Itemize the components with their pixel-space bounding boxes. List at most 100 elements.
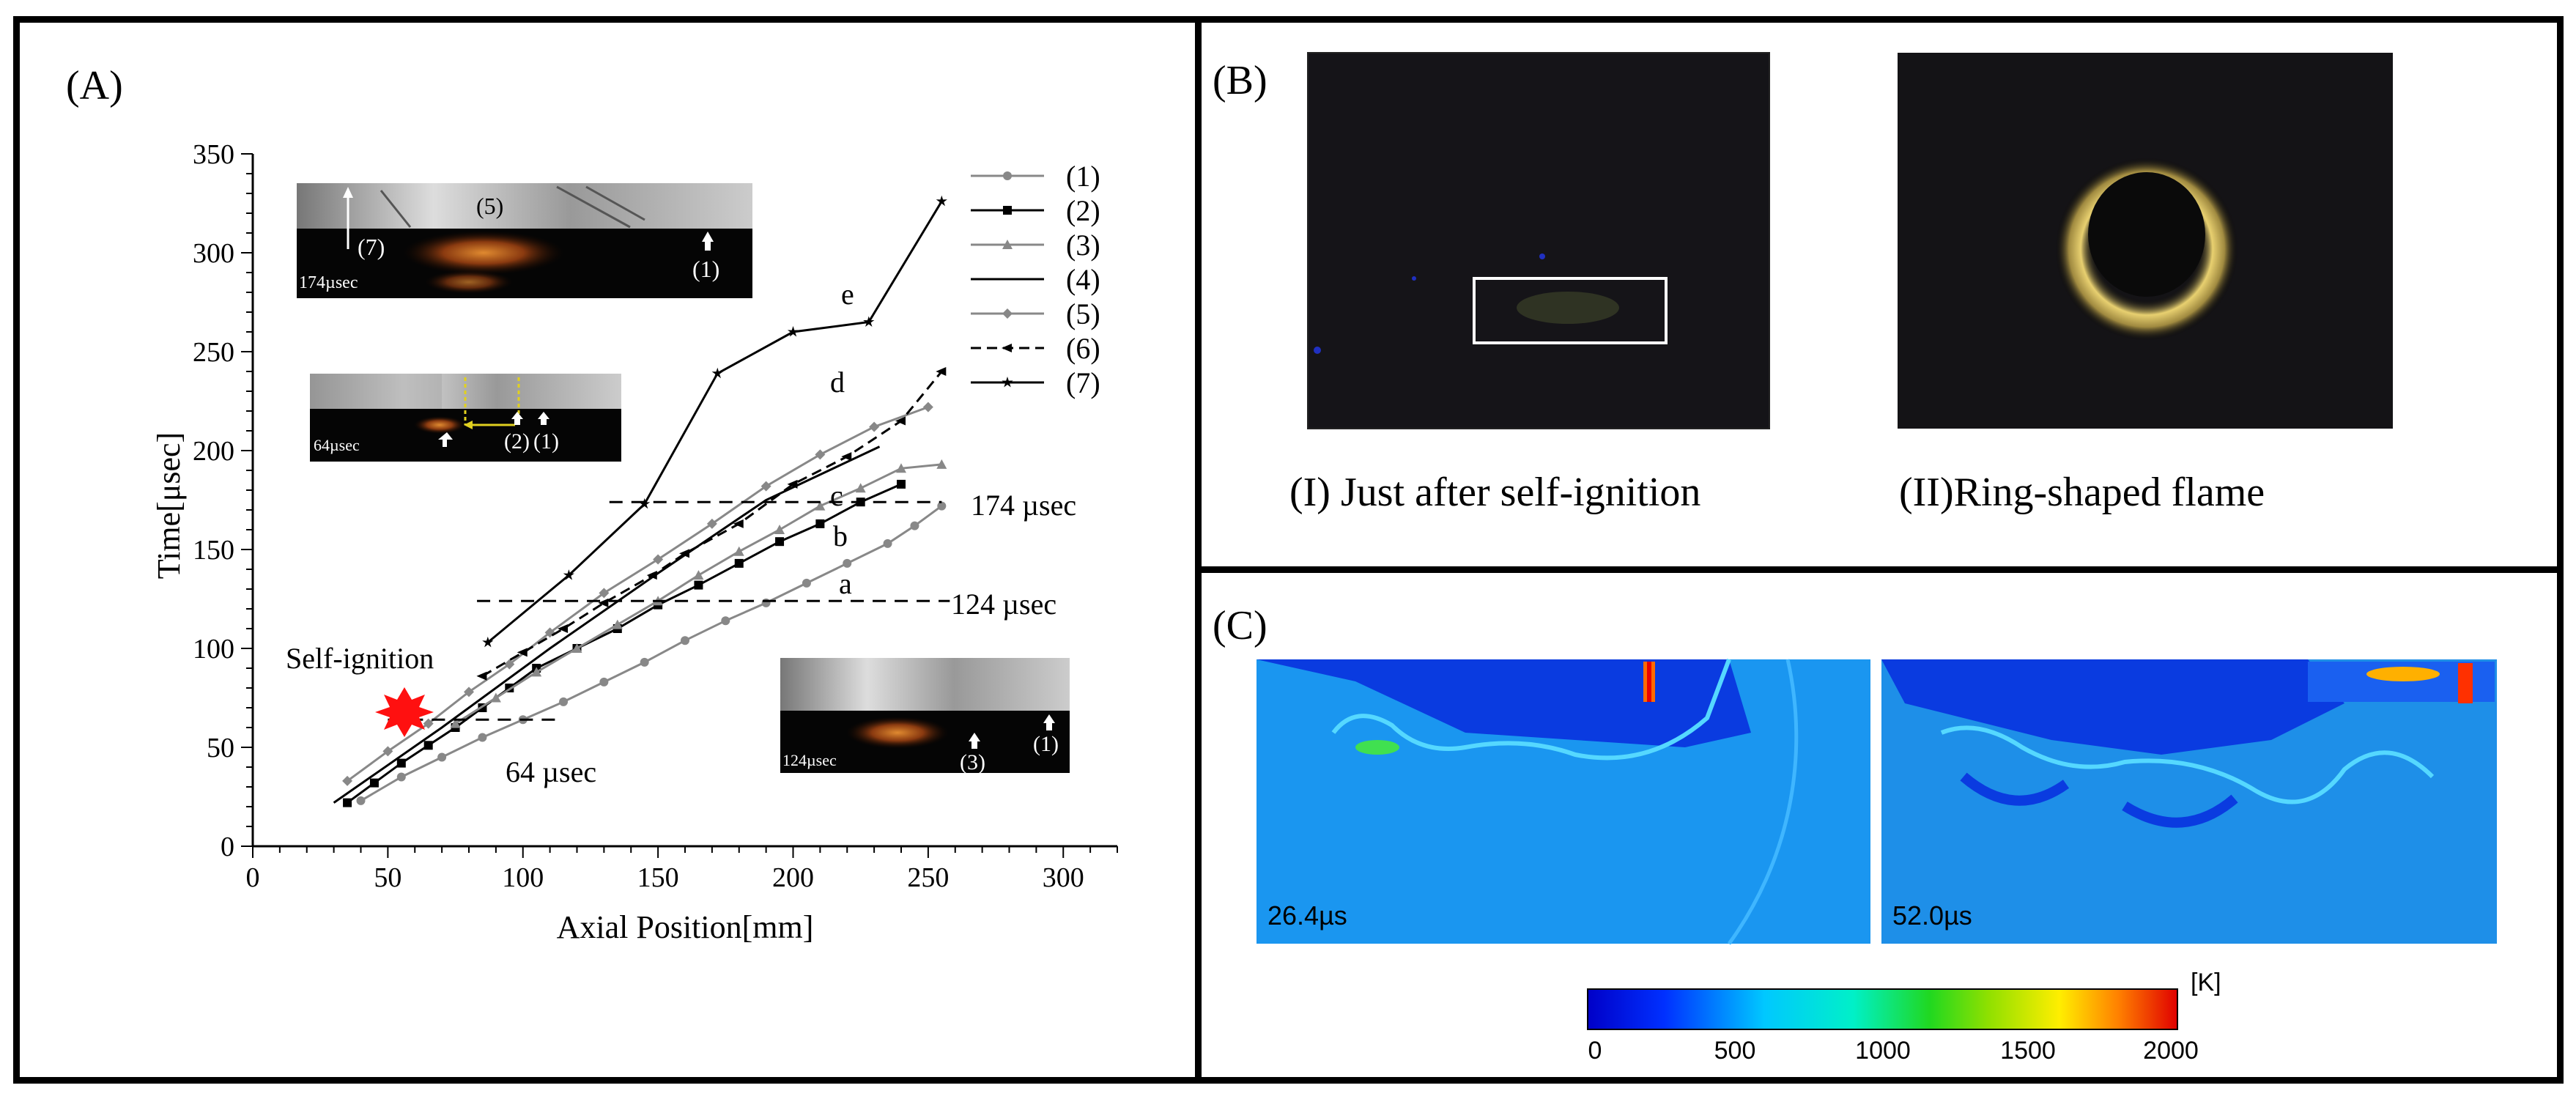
series-5-point bbox=[653, 554, 664, 565]
series-7-point bbox=[863, 316, 875, 327]
inset-174-time: 174µsec bbox=[299, 273, 358, 292]
y-tick-label: 0 bbox=[221, 832, 234, 862]
series-5-point bbox=[922, 402, 933, 412]
series-5-point bbox=[342, 775, 353, 786]
series-5-point bbox=[464, 687, 474, 697]
series-1-point bbox=[599, 677, 609, 687]
series-5-point bbox=[706, 518, 717, 529]
legend-label: (2) bbox=[1066, 194, 1100, 227]
series-2-point bbox=[815, 519, 825, 528]
series-2-point bbox=[694, 580, 703, 590]
colorbar-tick-1500: 1500 bbox=[2000, 1037, 2056, 1065]
series-1-point bbox=[843, 558, 852, 568]
series-6-point bbox=[936, 367, 947, 376]
panel-c-label: (C) bbox=[1213, 603, 1267, 648]
inset-174-mark-7: (7) bbox=[358, 234, 385, 260]
inset-124-mark-3: (3) bbox=[960, 750, 985, 774]
axis-ticks: 0 50 100 150 200 250 300 0 50 100 150 200 250 300 350 bbox=[193, 139, 1118, 893]
series-2-point bbox=[775, 537, 785, 547]
temperature-colorbar: [K] 0 500 1000 1500 2000 bbox=[1587, 969, 2221, 1065]
chart: 0 50 100 150 200 250 300050100150200250300350 … bbox=[151, 139, 1118, 945]
series-1-point bbox=[721, 616, 730, 626]
series-1-point bbox=[478, 733, 487, 742]
y-tick-label: 350 bbox=[193, 139, 234, 170]
inset-174us: (5) (7) (1) 174µsec bbox=[297, 183, 752, 298]
series-1-point bbox=[910, 521, 919, 530]
series-3-point bbox=[693, 570, 704, 580]
series-1-point bbox=[802, 578, 811, 588]
series-3-point bbox=[571, 643, 582, 653]
series-2-point bbox=[734, 558, 744, 568]
inset-124-mark-1: (1) bbox=[1033, 732, 1059, 756]
x-tick-label: 50 bbox=[374, 862, 401, 893]
inset-124us: (3) (1) 124µsec bbox=[780, 658, 1070, 774]
line-letter-c: c bbox=[830, 479, 843, 512]
flame-image-self-ignition bbox=[1307, 52, 1770, 429]
self-ignition-star-icon bbox=[375, 687, 434, 737]
legend-label: (3) bbox=[1066, 229, 1100, 262]
series-1-point bbox=[437, 752, 447, 762]
colorbar-tick-500: 500 bbox=[1714, 1037, 1756, 1065]
inset-174-mark-1: (1) bbox=[692, 256, 719, 282]
series-3-point bbox=[450, 718, 461, 728]
inset-64-mark-2: (2) bbox=[504, 429, 530, 454]
legend-label: (7) bbox=[1066, 366, 1100, 399]
legend-marker bbox=[1002, 377, 1013, 388]
series-3-point bbox=[936, 459, 947, 469]
simulation-26us: 26.4µs bbox=[1256, 658, 1870, 945]
line-letter-a: a bbox=[839, 567, 852, 600]
simulation-52us: 52.0µs bbox=[1881, 659, 2497, 944]
y-axis-label: Time[μsec] bbox=[151, 432, 187, 579]
y-tick-label: 150 bbox=[193, 535, 234, 566]
inset-174-mark-5: (5) bbox=[476, 193, 503, 219]
series-line-1 bbox=[360, 505, 943, 802]
time-marker-label: 64 µsec bbox=[506, 755, 596, 788]
series-1-point bbox=[356, 796, 366, 805]
series-1-point bbox=[640, 657, 649, 667]
colorbar-tick-2000: 2000 bbox=[2143, 1037, 2199, 1065]
series-2-point bbox=[897, 479, 906, 489]
series-6-point bbox=[787, 479, 798, 489]
simulation-time-2: 52.0µs bbox=[1892, 900, 1972, 930]
series-6-point bbox=[895, 416, 906, 426]
series-6-point bbox=[598, 598, 609, 607]
series-5-point bbox=[423, 718, 434, 729]
series-3-point bbox=[896, 463, 906, 473]
series-7-point bbox=[482, 636, 494, 648]
caption-self-ignition: (I) Just after self-ignition bbox=[1289, 470, 1700, 515]
y-tick-label: 50 bbox=[207, 733, 234, 763]
legend-label: (4) bbox=[1066, 263, 1100, 296]
series-2-point bbox=[423, 741, 433, 750]
series-5-point bbox=[760, 481, 771, 492]
series-3-point bbox=[490, 692, 501, 703]
inset-64-time: 64µsec bbox=[314, 436, 360, 454]
legend-label: (5) bbox=[1066, 297, 1100, 330]
x-tick-label: 100 bbox=[502, 862, 544, 893]
series-1-point bbox=[937, 501, 947, 511]
series-5-point bbox=[815, 449, 826, 460]
time-markers: 174 µsec 124 µsec 64 µsec bbox=[388, 489, 1076, 788]
legend-marker bbox=[1002, 240, 1013, 249]
colorbar-tick-1000: 1000 bbox=[1855, 1037, 1911, 1065]
time-marker-label: 174 µsec bbox=[971, 489, 1076, 522]
series-6-point bbox=[679, 549, 689, 558]
series-7-point bbox=[711, 367, 723, 379]
series-7-point bbox=[639, 497, 651, 509]
x-tick-label: 300 bbox=[1043, 862, 1084, 893]
series-2-point bbox=[343, 798, 352, 807]
panel-b-label: (B) bbox=[1213, 58, 1267, 103]
panel-a-label: (A) bbox=[66, 63, 123, 108]
series-3-point bbox=[774, 525, 785, 534]
series-7-point bbox=[563, 569, 574, 580]
series-2-point bbox=[369, 778, 379, 788]
series-3-point bbox=[815, 500, 826, 511]
inset-64-mark-1: (1) bbox=[533, 429, 559, 454]
series-5-point bbox=[504, 659, 515, 670]
chart-legend: (1)(2)(3)(4)(5)(6)(7) bbox=[971, 160, 1100, 399]
x-axis-label: Axial Position[mm] bbox=[557, 909, 814, 945]
legend-label: (6) bbox=[1066, 332, 1100, 365]
flame-image-ring bbox=[1898, 53, 2393, 429]
y-tick-label: 300 bbox=[193, 238, 234, 269]
y-tick-label: 250 bbox=[193, 337, 234, 368]
series-6-point bbox=[733, 519, 744, 528]
